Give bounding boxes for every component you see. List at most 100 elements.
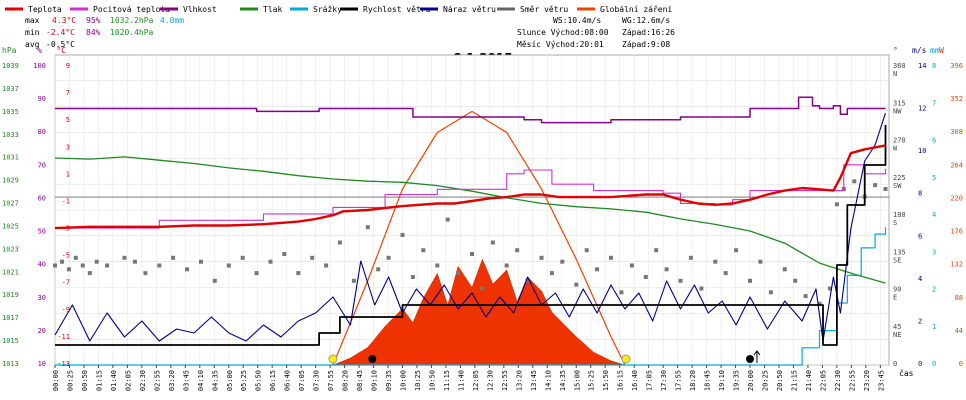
x-tick-label: 12:30 — [486, 370, 494, 391]
x-tick-label: 07:30 — [313, 370, 321, 391]
axis-tick-label: -1 — [62, 198, 70, 206]
x-tick-label: 10:50 — [429, 370, 437, 391]
axis-tick-label: 2 — [918, 317, 922, 325]
axis-tick-label: 3 — [66, 143, 70, 151]
legend-label: Vlhkost — [183, 5, 217, 14]
wg-text: WG:12.6m/s — [622, 16, 670, 25]
axis-tick-label: 308 — [950, 128, 963, 136]
pressure-line — [54, 156, 886, 284]
axis-title: m/s — [912, 46, 927, 55]
wind-direction-point — [351, 278, 356, 283]
x-tick-label: 02:55 — [153, 370, 161, 391]
wind-direction-point — [584, 248, 589, 253]
x-tick-label: 04:35 — [211, 370, 219, 391]
x-tick-label: 16:15 — [617, 370, 625, 391]
legend-item: Teplota — [5, 5, 62, 14]
wind-direction-point — [803, 294, 808, 299]
wind-direction-point — [515, 248, 520, 253]
wind-direction-point — [539, 255, 544, 260]
axis-tick-label: 6 — [932, 137, 936, 145]
feels-like-line — [55, 164, 887, 229]
legend-item: Srážky — [290, 5, 342, 14]
x-tick-label: 06:15 — [269, 370, 277, 391]
x-tick-label: 13:45 — [530, 370, 538, 391]
legend-label: Tlak — [263, 5, 282, 14]
axis-tick-label: 1025 — [2, 223, 19, 231]
direction-name-label: SE — [893, 256, 901, 264]
wind-direction-point — [296, 271, 301, 276]
wind-direction-point — [470, 252, 474, 256]
wind-direction-point — [480, 286, 485, 291]
axis-tick-label: 396 — [950, 62, 963, 70]
wind-speed-line — [55, 125, 887, 346]
wind-direction-point — [240, 255, 245, 260]
wind-direction-point — [365, 225, 370, 230]
moon-arrow-marker — [753, 350, 761, 363]
temperature-line — [54, 144, 886, 230]
x-tick-label: 20:00 — [747, 370, 755, 391]
moon-text: Měsíc Východ:20:01 — [517, 40, 604, 49]
wind-direction-point — [748, 278, 752, 283]
wind-direction-point — [199, 259, 203, 264]
x-tick-label: 05:00 — [226, 370, 234, 391]
x-tick-label: 15:25 — [588, 370, 596, 391]
stats-min-temp: -2.4°C — [46, 28, 75, 37]
axis-tick-label: 70 — [38, 161, 46, 169]
wind-direction-point — [185, 267, 189, 272]
wind-direction-point — [793, 278, 798, 283]
legend: Teplota Pocitová teplota Vlhkost Tlak Srážky… — [5, 5, 672, 14]
wind-direction-point — [132, 259, 137, 264]
moon-marker — [746, 355, 754, 363]
wind-direction-point — [490, 240, 495, 245]
axis-tick-label: 1019 — [2, 291, 19, 299]
x-tick-label: 10:00 — [400, 370, 408, 391]
axis-tick-label: 1039 — [2, 62, 19, 70]
axis-tick-label: -7 — [62, 279, 70, 287]
wind-direction-point — [157, 263, 162, 268]
wind-direction-point — [282, 252, 287, 256]
axis-tick-label: 6 — [918, 232, 922, 240]
legend-label: Globální záření — [600, 5, 672, 14]
axis-tick-label: 5 — [932, 174, 936, 182]
axis-tick-label: 7 — [932, 99, 936, 107]
wind-direction-point — [337, 240, 342, 245]
wind-direction-point — [664, 267, 669, 272]
axis-tick-label: 0 — [959, 360, 963, 368]
stats-min-hum: 84% — [86, 28, 101, 37]
direction-name-label: S — [893, 219, 897, 227]
axis-tick-label: 1015 — [2, 337, 19, 345]
axis-tick-label: -9 — [62, 306, 70, 314]
x-tick-label: 14:35 — [559, 370, 567, 391]
x-tick-label: 08:45 — [356, 370, 364, 391]
axis-tick-label: 90 — [893, 286, 901, 294]
x-tick-label: 11:15 — [443, 370, 451, 391]
wind-direction-point — [560, 259, 565, 264]
x-tick-label: 15:00 — [573, 370, 581, 391]
axis-tick-label: 8 — [918, 190, 922, 198]
axis-tick-label: 1023 — [2, 245, 19, 253]
wind-direction-point — [122, 255, 127, 260]
wind-direction-point — [768, 290, 773, 295]
axis-tick-label: 264 — [950, 161, 963, 169]
axis-tick-label: 225 — [893, 174, 906, 182]
axis-tick-label: 3 — [932, 248, 936, 256]
solar-measured-area — [332, 258, 625, 366]
wind-direction-point — [66, 267, 71, 272]
axis-tick-label: 90 — [38, 95, 46, 103]
axis-tick-label: 50 — [38, 228, 46, 236]
axis-tick-label: 2 — [932, 286, 936, 294]
x-tick-label: 23:20 — [863, 370, 871, 391]
x-tick-label: 17:55 — [675, 370, 683, 391]
direction-name-label: E — [893, 294, 897, 302]
legend-label: Pocitová teplota — [93, 5, 170, 14]
stats-max-hum: 95% — [86, 16, 101, 25]
axis-tick-label: 4 — [932, 211, 936, 219]
axis-title: W — [939, 46, 944, 55]
x-tick-label: 08:20 — [342, 370, 350, 391]
legend-item: Náraz větru — [420, 5, 496, 14]
wind-direction-point — [400, 232, 405, 237]
wind-direction-point — [883, 187, 888, 191]
direction-name-label: SW — [893, 182, 902, 190]
direction-name-label: NE — [893, 331, 901, 339]
direction-name-label: W — [893, 145, 898, 153]
